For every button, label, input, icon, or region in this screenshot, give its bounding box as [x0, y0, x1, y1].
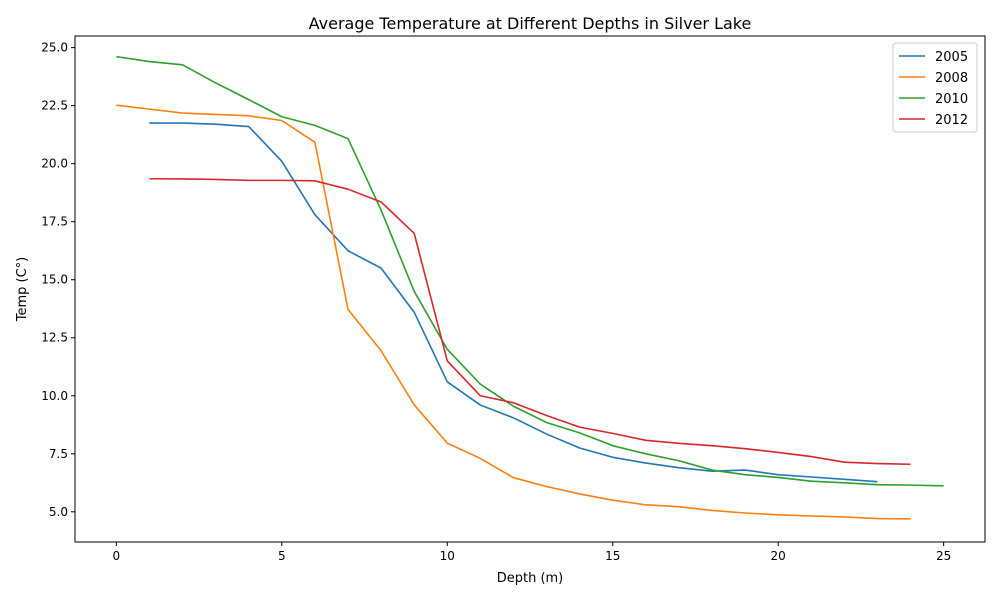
series-line-2010: [116, 55, 944, 487]
legend-items: 2005 2008 2010 2012: [899, 50, 968, 128]
x-tick-label: 0: [113, 549, 121, 563]
series-layer: [116, 55, 944, 520]
y-tick-label: 7.5: [49, 447, 68, 461]
y-tick-label: 22.5: [41, 99, 68, 113]
x-axis-title: Depth (m): [497, 571, 564, 586]
series-line-2008: [116, 104, 911, 520]
y-tick-label: 17.5: [41, 215, 68, 229]
y-tick-label: 10.0: [41, 389, 68, 403]
y-tick-label: 15.0: [41, 273, 68, 287]
y-tick-label: 12.5: [41, 331, 68, 345]
legend-label-2010: 2010: [935, 92, 968, 107]
y-axis: 5.0 7.5 10.0 12.5 15.0 17.5 20.0 22.5 25.0: [41, 41, 75, 519]
x-tick-label: 15: [605, 549, 620, 563]
legend: 2005 2008 2010 2012: [892, 42, 978, 133]
series-line-2012: [149, 177, 911, 466]
y-tick-label: 25.0: [41, 41, 68, 55]
series-line-2005: [149, 122, 878, 483]
legend-label-2012: 2012: [935, 113, 968, 128]
legend-box: [892, 42, 978, 133]
x-tick-label: 25: [936, 549, 951, 563]
x-tick-label: 10: [440, 549, 455, 563]
plot-frame: [74, 35, 986, 543]
y-tick-label: 20.0: [41, 157, 68, 171]
x-axis: 0 5 10 15 20 25: [113, 542, 951, 563]
y-tick-label: 5.0: [49, 505, 68, 519]
y-axis-title: Temp (C°): [15, 257, 30, 323]
x-tick-label: 5: [278, 549, 286, 563]
legend-label-2008: 2008: [935, 71, 968, 86]
x-tick-label: 20: [771, 549, 786, 563]
legend-label-2005: 2005: [935, 50, 968, 65]
chart-title: Average Temperature at Different Depths …: [309, 14, 752, 33]
